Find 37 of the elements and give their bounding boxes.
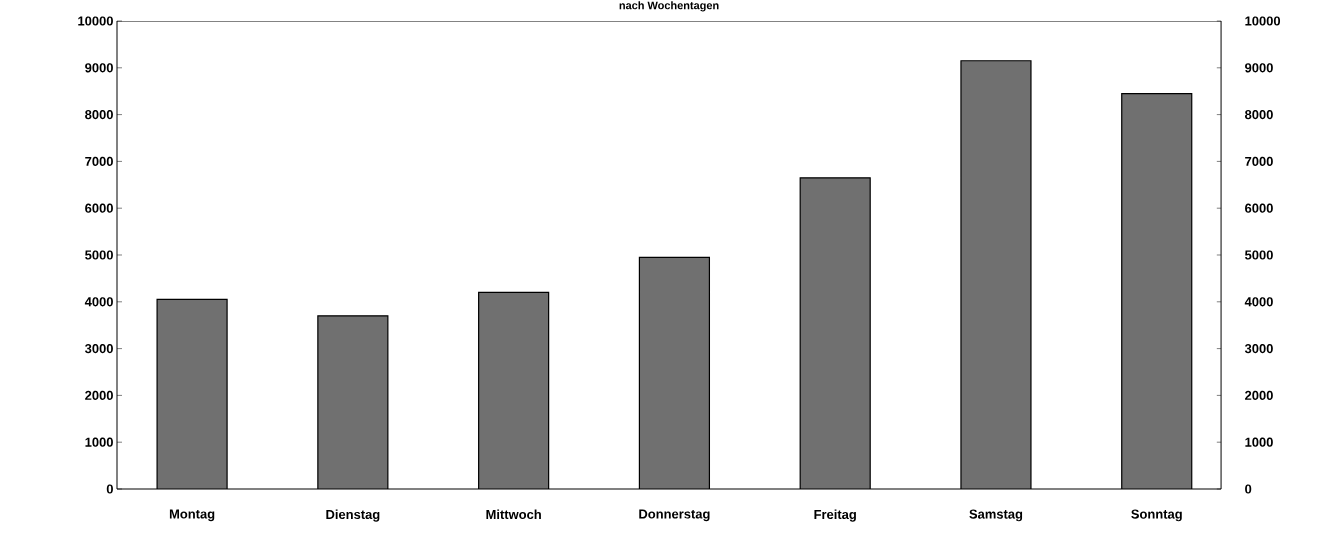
bar [317, 315, 388, 489]
y-tick-label: 7000 [85, 156, 113, 166]
y-tick-label: 4000 [84, 297, 113, 307]
y2-tick-label: 5000 [1244, 250, 1273, 260]
y2-tick-label: 1000 [1245, 437, 1273, 447]
bar [960, 60, 1031, 489]
y2-tick-label: 9000 [1245, 63, 1273, 73]
y-tick-label: 8000 [85, 110, 113, 120]
y-tick-label: 9000 [85, 63, 113, 73]
y2-tick-label: 7000 [1245, 156, 1273, 166]
y-tick-label: 5000 [85, 250, 113, 260]
x-tick-label: Freitag [814, 509, 856, 522]
y2-tick-label: 6000 [1245, 203, 1273, 213]
y-tick-label: 0 [106, 484, 113, 494]
y2-tick-label: 0 [1245, 484, 1252, 494]
x-tick-label: Samstag [969, 509, 1023, 522]
y-tick-label: 3000 [84, 344, 113, 354]
y2-tick-label: 3000 [1244, 344, 1273, 354]
y-tick-label: 1000 [85, 437, 113, 447]
y-tick-label: 2000 [85, 390, 113, 400]
y2-tick-label: 4000 [1244, 297, 1273, 307]
y2-tick-label: 2000 [1245, 390, 1273, 400]
x-tick-label: Montag [169, 509, 215, 522]
chart-title: nach Wochentagen [619, 1, 719, 12]
bar [639, 257, 710, 489]
x-tick-label: Sonntag [1131, 509, 1182, 522]
y2-tick-label: 8000 [1244, 110, 1273, 120]
x-tick-label: Donnerstag [639, 509, 710, 522]
bar [800, 177, 871, 489]
y-tick-label: 6000 [85, 203, 113, 213]
y2-tick-label: 10000 [1245, 16, 1281, 26]
y-tick-label: 10000 [78, 16, 113, 26]
bar [157, 299, 228, 489]
x-tick-label: Mittwoch [486, 509, 541, 520]
x-tick-label: Dienstag [326, 509, 380, 522]
bar [1121, 92, 1193, 489]
bar [478, 292, 549, 489]
